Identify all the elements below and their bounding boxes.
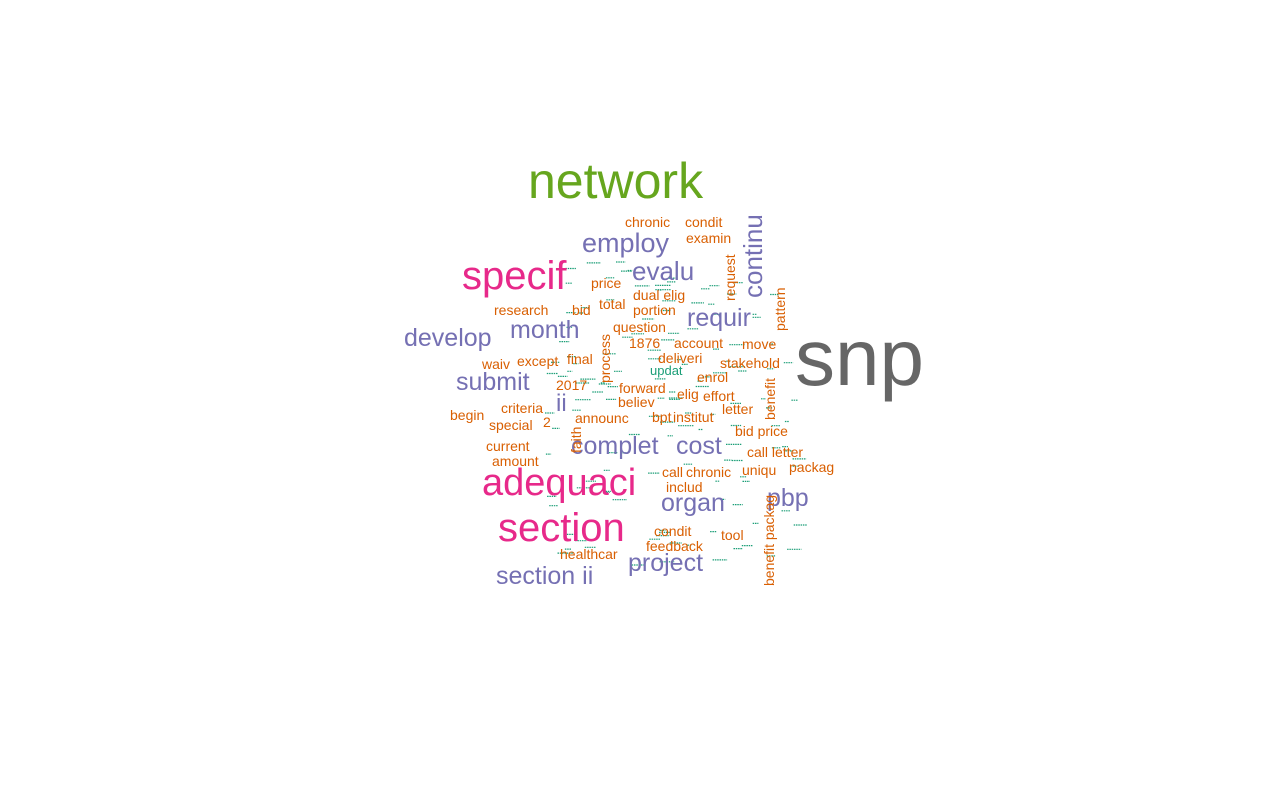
- cloud-word: account: [674, 335, 724, 351]
- cloud-word: bid price: [735, 423, 788, 439]
- cloud-word: benefit packag: [761, 494, 777, 586]
- cloud-word: bid: [572, 302, 591, 318]
- cloud-word: section: [498, 506, 625, 550]
- cloud-word: packag: [789, 459, 835, 475]
- cloud-word: evalu: [632, 256, 695, 286]
- cloud-word: forward: [619, 380, 666, 396]
- cloud-word: waiv: [482, 356, 511, 372]
- cloud-word: chronic: [686, 464, 732, 480]
- cloud-word: ii: [556, 390, 567, 417]
- cloud-word: section ii: [496, 562, 594, 590]
- cloud-word: requir: [687, 304, 751, 332]
- cloud-word: submit: [456, 368, 530, 396]
- cloud-word: organ: [661, 489, 725, 517]
- cloud-word: tool: [721, 527, 744, 543]
- cloud-word: institut: [673, 409, 714, 425]
- cloud-word: process: [597, 333, 613, 383]
- cloud-word: 2: [543, 414, 551, 430]
- cloud-word: call letter: [747, 444, 804, 460]
- cloud-word: pbp: [767, 484, 809, 512]
- cloud-word: deliveri: [658, 350, 703, 366]
- cloud-word: move: [742, 336, 777, 352]
- cloud-word: examin: [686, 230, 732, 246]
- cloud-word: elig: [677, 386, 699, 402]
- cloud-word: current: [486, 438, 530, 454]
- cloud-word: begin: [450, 407, 485, 423]
- cloud-word: enrol: [697, 369, 729, 385]
- cloud-word: condit: [654, 523, 692, 539]
- cloud-word: dual elig: [633, 287, 686, 303]
- cloud-word: month: [510, 316, 580, 344]
- cloud-word: pattern: [772, 287, 788, 331]
- cloud-word: question: [613, 319, 666, 335]
- cloud-word: includ: [666, 479, 703, 495]
- cloud-word: believ: [618, 394, 655, 410]
- cloud-word: letter: [722, 401, 754, 417]
- cloud-word: cost: [676, 432, 722, 460]
- cloud-word: faith: [568, 426, 584, 453]
- cloud-word: feedback: [646, 538, 703, 554]
- cloud-word: announc: [575, 410, 629, 426]
- cloud-word: call: [662, 464, 684, 480]
- cloud-word: portion: [633, 302, 676, 318]
- cloud-word: total: [599, 296, 626, 312]
- cloud-word: except: [517, 353, 559, 369]
- cloud-word: 1876: [629, 335, 661, 351]
- cloud-word: price: [591, 275, 622, 291]
- cloud-word: project: [628, 549, 704, 577]
- cloud-word: specif: [462, 254, 567, 298]
- cloud-word: condit: [685, 214, 723, 230]
- cloud-word: employ: [582, 228, 670, 258]
- cloud-word: effort: [703, 388, 735, 404]
- cloud-word: request: [722, 254, 738, 301]
- cloud-word: adequaci: [482, 462, 637, 504]
- cloud-word: uniqu: [742, 462, 777, 478]
- cloud-word: continu: [738, 214, 768, 298]
- cloud-word: research: [494, 302, 549, 318]
- cloud-word: benefit: [762, 377, 778, 420]
- cloud-word: snp: [795, 313, 924, 402]
- cloud-word: network: [528, 153, 704, 209]
- cloud-word: bpt: [652, 409, 672, 425]
- cloud-word: amount: [492, 453, 539, 469]
- cloud-word: 2017: [556, 377, 588, 393]
- cloud-word: complet: [571, 432, 659, 460]
- cloud-word: criteria: [501, 400, 544, 416]
- cloud-word: stakehold: [720, 355, 780, 371]
- cloud-word: chronic: [625, 214, 671, 230]
- cloud-word: updat: [650, 363, 683, 378]
- cloud-word: final: [567, 351, 593, 367]
- cloud-word: develop: [404, 324, 492, 352]
- cloud-word: special: [489, 417, 533, 433]
- cloud-word: healthcar: [560, 546, 618, 562]
